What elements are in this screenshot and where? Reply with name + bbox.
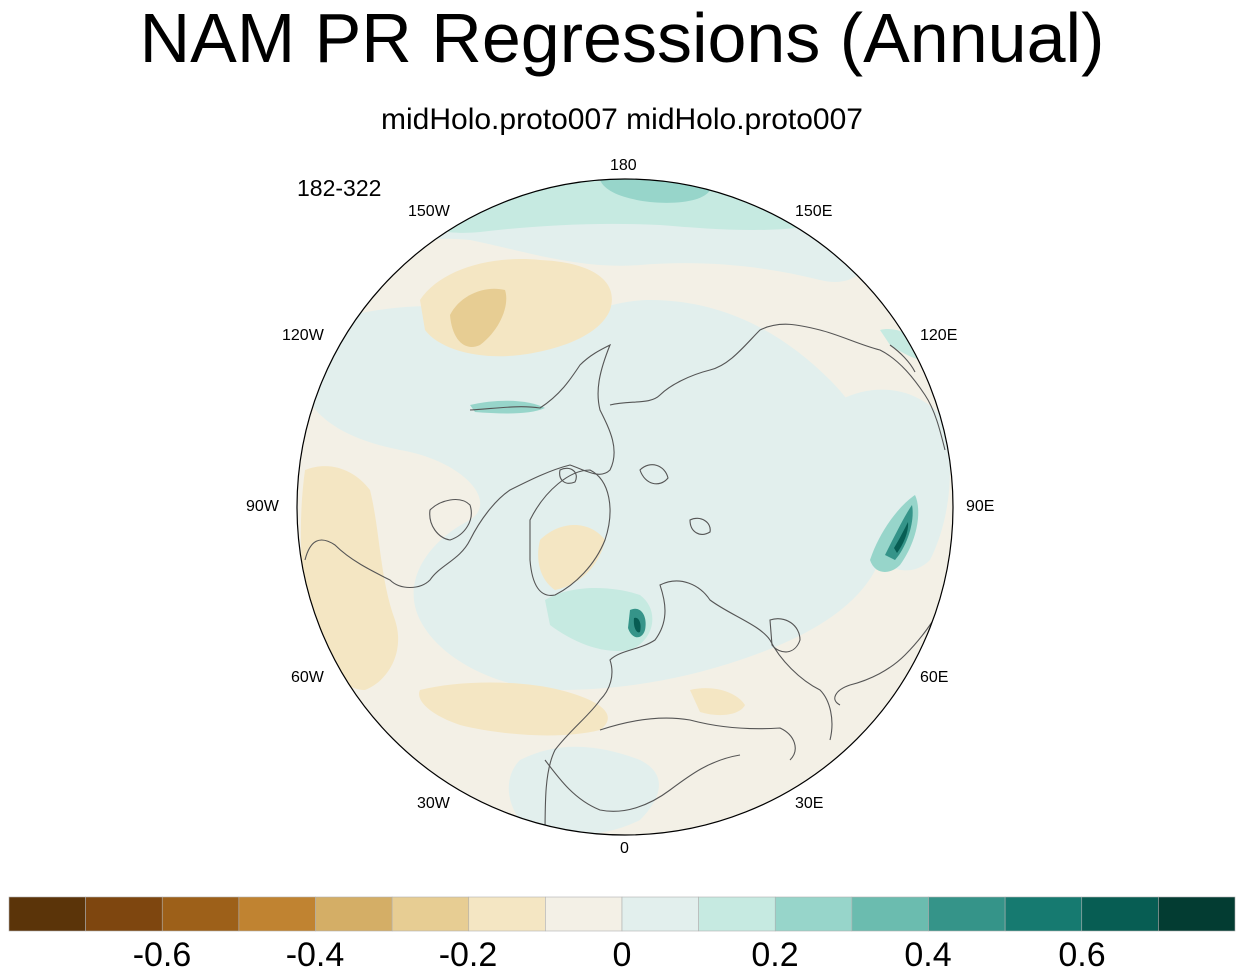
coastline-asia-east — [834, 599, 946, 706]
colorbar-tick-label: 0.2 — [751, 936, 799, 974]
field-region-atlantic-blue — [508, 746, 659, 835]
field-region-north-america-brown — [300, 466, 399, 690]
colorbar-tick-label: 0.6 — [1058, 936, 1106, 974]
field-region-scandinavia-teal — [545, 588, 653, 651]
coastline-caspian — [769, 618, 801, 653]
coastline-asia-arctic — [609, 323, 946, 451]
colorbar-box — [698, 896, 776, 932]
coastline-north-america — [304, 343, 615, 589]
field-region-europe-brown — [690, 688, 745, 716]
coastlines — [304, 323, 946, 835]
field-region-atlantic-brown — [419, 682, 608, 736]
field-region-tibet-teal — [870, 495, 919, 572]
colorbar-box — [545, 896, 623, 932]
coastline-greenland — [529, 469, 611, 596]
field-region-polar-blue — [300, 300, 888, 690]
colorbar-boxes — [8, 896, 1236, 932]
colorbar-tick-label: -0.6 — [132, 936, 192, 974]
map-title: NAM PR Regressions (Annual) — [139, 0, 1105, 77]
coastline-japan — [889, 344, 916, 373]
colorbar-box — [315, 896, 393, 932]
coastline-mediterranean — [599, 717, 796, 761]
colorbar-box — [851, 896, 929, 932]
field-region-tibet-peak — [894, 522, 909, 553]
field-region-scandinavia-peak — [633, 617, 641, 633]
coastline-arctic-islands — [559, 464, 711, 535]
polar-map — [296, 178, 954, 836]
lon-label-120w: 120W — [282, 327, 324, 344]
lon-label-30w: 30W — [417, 795, 450, 812]
colorbar-box — [621, 896, 699, 932]
lon-label-60e: 60E — [920, 669, 949, 686]
colorbar-box — [1004, 896, 1083, 932]
colorbar-box — [85, 896, 163, 932]
lon-label-0: 0 — [620, 840, 629, 857]
coastline-hudson-bay — [429, 499, 472, 541]
field-region-east-blue — [840, 389, 950, 571]
colorbar-box — [391, 896, 470, 932]
lon-label-150e: 150E — [795, 203, 833, 220]
coastline-europe — [544, 580, 833, 835]
colorbar-tick-label: -0.2 — [438, 936, 498, 974]
field-region-pacific-brown-core — [450, 288, 507, 347]
lon-label-30e: 30E — [795, 795, 824, 812]
colorbar-tick-label: 0.4 — [904, 936, 952, 974]
colorbar-box — [1158, 896, 1236, 932]
coastline-africa — [544, 754, 741, 812]
field-region-greenland-brown — [538, 525, 605, 590]
colorbar-box — [928, 896, 1006, 932]
lon-label-180: 180 — [610, 157, 637, 174]
map-border — [296, 178, 954, 836]
lon-label-60w: 60W — [291, 669, 324, 686]
colorbar-box — [238, 896, 316, 932]
field-region-tibet-core — [885, 505, 913, 560]
colorbar-box — [8, 896, 86, 932]
colorbar-box — [774, 896, 853, 932]
year-range-label: 182-322 — [297, 175, 382, 201]
lon-label-120e: 120E — [920, 327, 958, 344]
colorbar-tick-label: -0.4 — [285, 936, 345, 974]
lon-label-90w: 90W — [246, 498, 279, 515]
colorbar-tick-label: 0 — [612, 936, 632, 974]
colorbar-box — [468, 896, 546, 932]
lon-label-150w: 150W — [408, 203, 450, 220]
map-subtitle: midHolo.proto007 midHolo.proto007 — [381, 103, 863, 136]
lon-label-90e: 90E — [966, 498, 995, 515]
colorbar-box — [1081, 896, 1159, 932]
colorbar-box — [161, 896, 240, 932]
